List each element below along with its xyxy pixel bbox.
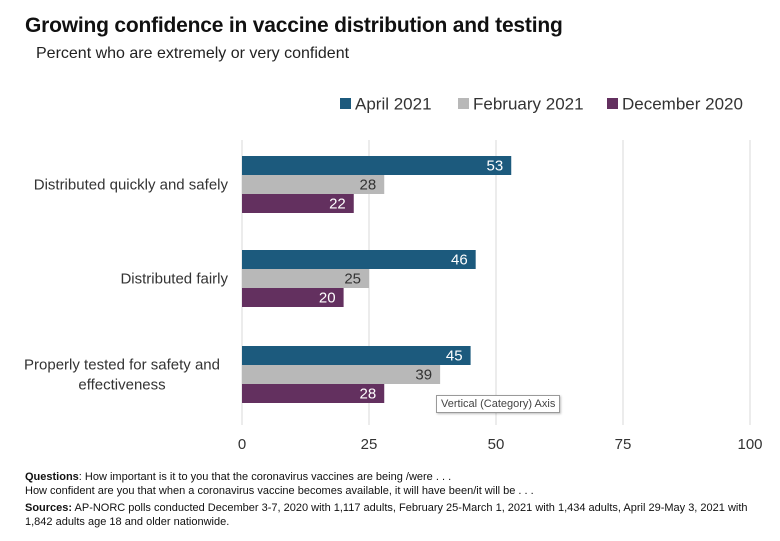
legend-label: April 2021 <box>355 95 432 114</box>
questions-text: : How important is it to you that the co… <box>78 471 452 483</box>
questions-line-2: How confident are you that when a corona… <box>25 485 534 497</box>
bar <box>242 194 354 213</box>
bar <box>242 288 344 307</box>
x-tick-label: 25 <box>361 436 378 453</box>
legend-swatch <box>458 98 469 109</box>
x-tick-label: 75 <box>615 436 632 453</box>
data-label: 53 <box>487 158 504 175</box>
sources-text: AP-NORC polls conducted December 3-7, 20… <box>25 502 748 528</box>
questions-label: Questions <box>25 471 79 483</box>
data-label: 20 <box>319 290 336 307</box>
bar <box>242 175 385 194</box>
category-label: effectiveness <box>78 377 165 394</box>
bar <box>242 269 369 288</box>
chart-notes: Questions: How important is it to you th… <box>25 470 765 529</box>
data-label: 39 <box>415 367 432 384</box>
data-label: 25 <box>344 271 361 288</box>
chart-title: Growing confidence in vaccine distributi… <box>25 14 563 37</box>
bar <box>242 156 512 175</box>
bar <box>242 384 385 403</box>
data-label: 28 <box>360 386 377 403</box>
axis-tooltip: Vertical (Category) Axis <box>436 395 561 413</box>
bar <box>242 365 441 384</box>
bar-chart: 0 25 50 75 100 April 2021 February 2021 Decembe… <box>24 95 762 454</box>
legend-swatch <box>340 98 351 109</box>
x-tick-label: 0 <box>238 436 246 453</box>
legend-swatch <box>607 98 618 109</box>
x-tick-label: 100 <box>737 436 762 453</box>
legend-label: December 2020 <box>622 95 743 114</box>
chart-subtitle: Percent who are extremely or very confid… <box>36 45 350 62</box>
bar <box>242 346 471 365</box>
x-tick-label: 50 <box>488 436 505 453</box>
data-label: 45 <box>446 348 463 365</box>
bar <box>242 250 476 269</box>
questions-line-1: Questions: How important is it to you th… <box>25 470 765 484</box>
sources-line: Sources: AP-NORC polls conducted Decembe… <box>25 501 765 529</box>
data-label: 28 <box>360 177 377 194</box>
legend-label: February 2021 <box>473 95 584 114</box>
sources-label: Sources: <box>25 502 73 514</box>
category-label: Properly tested for safety and <box>24 357 220 374</box>
category-label: Distributed fairly <box>120 271 228 288</box>
data-label: 22 <box>329 196 346 213</box>
category-label: Distributed quickly and safely <box>34 177 229 194</box>
data-label: 46 <box>451 252 468 269</box>
